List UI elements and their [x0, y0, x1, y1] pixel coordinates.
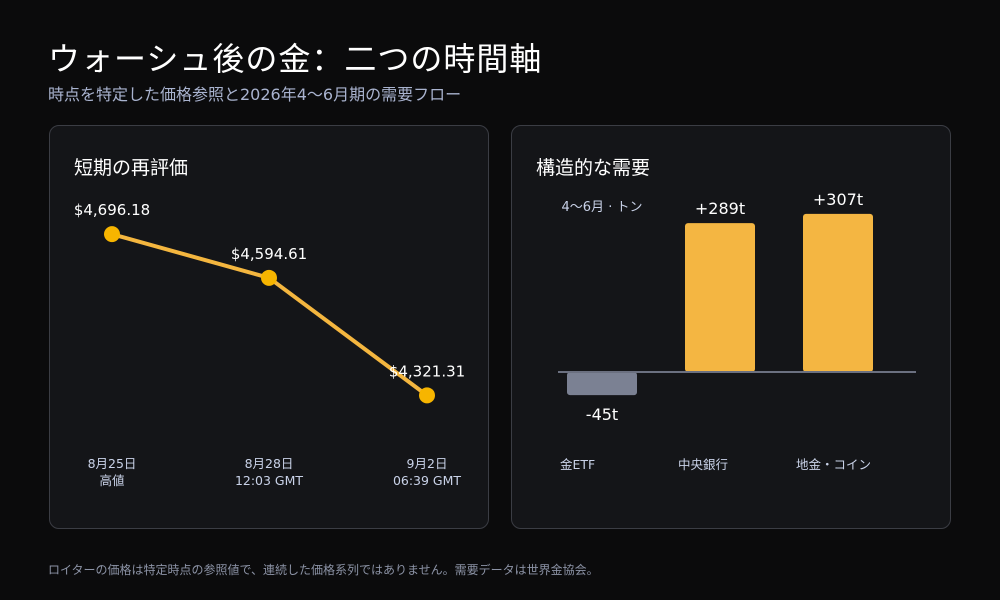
- source-note: ロイターの価格は特定時点の参照値で、連続した価格系列ではありません。需要データは…: [48, 563, 599, 577]
- demand-bar-chart: 4〜6月 · トン -45t 金ETF +289t 中央銀行 +307t 地金・コイン: [558, 190, 916, 472]
- x-tick-label: 8月25日: [88, 456, 137, 471]
- category-label: 地金・コイン: [796, 457, 871, 472]
- price-panel: 短期の再評価 $4,696.18 8月25日高値 $4,594.61 8月28日 12:…: [49, 125, 489, 529]
- demand-bar: [685, 223, 755, 372]
- unit-label: 4〜6月 · トン: [562, 200, 643, 215]
- price-data-label: $4,696.18: [74, 201, 150, 219]
- demand-panel: 構造的な需要 4〜6月 · トン -45t 金ETF +289t 中央銀行 +307t 地金…: [511, 125, 951, 529]
- demand-data-label: -45t: [586, 405, 618, 424]
- price-point: [104, 226, 120, 243]
- page-subtitle: 時点を特定した価格参照と2026年4〜6月期の需要フロー: [48, 85, 462, 104]
- demand-data-label: +307t: [813, 190, 863, 209]
- price-data-label: $4,321.31: [389, 362, 465, 380]
- demand-bar: [567, 372, 637, 396]
- x-tick-label: 高値: [99, 473, 124, 488]
- price-point: [419, 387, 435, 404]
- category-label: 中央銀行: [678, 457, 728, 472]
- page-title: ウォーシュ後の金：二つの時間軸: [48, 40, 543, 78]
- price-point: [261, 269, 277, 286]
- price-data-label: $4,594.61: [231, 245, 307, 263]
- x-tick-label: 8月28日: [245, 456, 294, 471]
- x-tick-label: 06:39 GMT: [393, 473, 461, 488]
- x-tick-label: 12:03 GMT: [235, 473, 303, 488]
- category-label: 金ETF: [560, 457, 595, 472]
- demand-chart-title: 構造的な需要: [536, 157, 651, 179]
- demand-data-label: +289t: [695, 199, 745, 218]
- x-tick-label: 9月2日: [407, 456, 448, 471]
- demand-bar: [803, 213, 873, 372]
- price-chart-title: 短期の再評価: [74, 157, 189, 179]
